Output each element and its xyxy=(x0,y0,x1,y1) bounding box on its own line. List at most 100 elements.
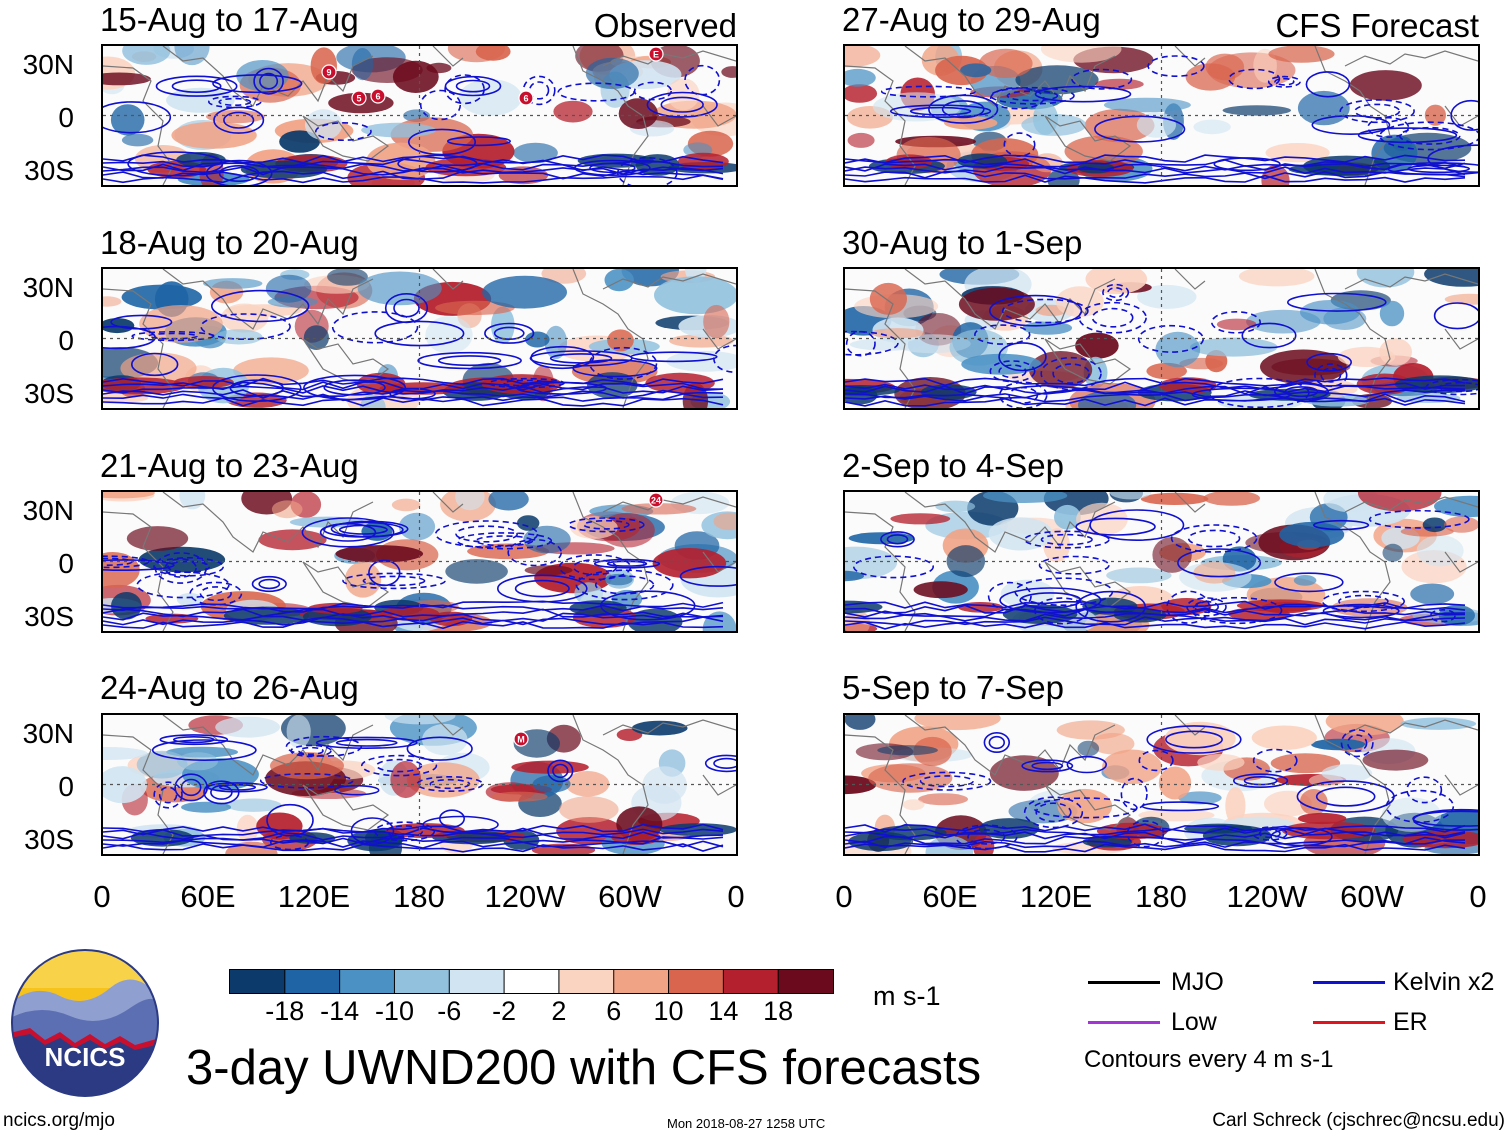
kelvin-contour xyxy=(999,587,1102,614)
kelvin-contour xyxy=(417,351,522,370)
kelvin-contour xyxy=(1296,780,1395,813)
kelvin-contour xyxy=(1306,352,1353,372)
wind-anomaly-blob xyxy=(1422,517,1447,533)
lon-label: 120W xyxy=(484,879,566,914)
kelvin-contour xyxy=(998,364,1027,379)
kelvin-contour xyxy=(1379,121,1478,151)
wind-anomaly-blob xyxy=(868,763,953,793)
kelvin-contour xyxy=(103,154,724,164)
legend-label-er: ER xyxy=(1393,1008,1428,1036)
kelvin-contour xyxy=(902,771,992,791)
kelvin-contour xyxy=(136,571,230,599)
wind-anomaly-blob xyxy=(435,300,515,316)
footer-website: ncics.org/mjo xyxy=(3,1110,115,1131)
kelvin-contour xyxy=(845,604,1466,614)
wind-anomaly-blob xyxy=(1251,725,1317,750)
kelvin-contour xyxy=(646,91,718,118)
wind-anomaly-blob xyxy=(308,602,363,614)
kelvin-contour xyxy=(1274,572,1344,593)
kelvin-contour xyxy=(845,600,1466,610)
kelvin-contour xyxy=(103,616,724,626)
wind-anomaly-blob xyxy=(177,752,218,771)
footer-timestamp: Mon 2018-08-27 1258 UTC xyxy=(667,1116,826,1131)
kelvin-contour xyxy=(845,843,1466,853)
kelvin-contour xyxy=(446,136,511,147)
colorbar-swatch xyxy=(613,970,670,993)
wind-anomaly-blob xyxy=(488,492,529,511)
kelvin-contour xyxy=(103,101,172,134)
coastline xyxy=(702,774,736,796)
wind-anomaly-blob xyxy=(869,282,907,315)
kelvin-contour xyxy=(1191,596,1283,625)
lon-label: 120E xyxy=(1019,879,1093,914)
kelvin-contour xyxy=(989,360,1036,383)
kelvin-contour xyxy=(1019,592,1082,609)
wind-anomaly-blob xyxy=(1203,492,1260,506)
kelvin-contour xyxy=(660,96,704,113)
kelvin-contour xyxy=(335,738,398,747)
storm-marker-label: 5 xyxy=(356,94,361,104)
kelvin-contour xyxy=(103,381,724,391)
lon-label: 60W xyxy=(1340,879,1404,914)
kelvin-contour xyxy=(1340,729,1374,758)
kelvin-contour xyxy=(845,162,1466,172)
wind-anomaly-blob xyxy=(890,513,951,525)
storm-marker: 9 xyxy=(321,64,337,80)
legend-label-low: Low xyxy=(1171,1008,1217,1036)
kelvin-contour xyxy=(1021,759,1074,773)
wind-anomaly-blob xyxy=(961,353,1042,375)
wind-anomaly-blob xyxy=(1158,377,1217,394)
kelvin-contour xyxy=(1102,283,1130,302)
coastline xyxy=(1174,46,1206,67)
kelvin-contour xyxy=(437,355,502,367)
wind-anomaly-blob xyxy=(958,287,1035,321)
kelvin-contour xyxy=(131,330,215,342)
kelvin-contour xyxy=(1347,734,1368,752)
kelvin-contour xyxy=(1001,298,1089,324)
panel-title: 24-Aug to 26-Aug xyxy=(100,669,359,706)
coastline xyxy=(1314,715,1391,854)
map-fc-2 xyxy=(843,267,1480,410)
footer-author: Carl Schreck (cjschrec@ncsu.edu) xyxy=(1212,1110,1505,1131)
kelvin-contour xyxy=(1233,773,1289,788)
wind-anomaly-blob xyxy=(1279,521,1345,548)
wind-anomaly-blob xyxy=(1264,790,1312,817)
lat-label: 30N xyxy=(22,49,74,80)
wind-anomaly-blob xyxy=(1064,135,1143,168)
wind-anomaly-blob xyxy=(203,278,263,289)
wind-anomaly-blob xyxy=(1300,300,1360,325)
kelvin-contour xyxy=(845,616,1466,626)
wind-anomaly-blob xyxy=(988,517,1053,551)
wind-anomaly-blob xyxy=(225,798,282,812)
wind-anomaly-blob xyxy=(1054,504,1081,530)
coastline xyxy=(845,734,916,854)
lat-label: 0 xyxy=(58,325,74,356)
kelvin-contour xyxy=(1357,127,1458,144)
colorbar-tick-label: -14 xyxy=(320,996,360,1026)
kelvin-contour xyxy=(845,393,1466,403)
kelvin-contour xyxy=(1033,797,1138,819)
wind-anomaly-blob xyxy=(475,46,511,61)
wind-anomaly-blob xyxy=(524,565,573,576)
kelvin-contour xyxy=(989,87,1045,110)
colorbar-swatch xyxy=(449,970,505,993)
wind-anomaly-blob xyxy=(171,121,257,149)
kelvin-contour xyxy=(1210,310,1261,334)
wind-anomaly-blob xyxy=(482,275,567,309)
wind-anomaly-blob xyxy=(1152,536,1192,573)
lat-label: 30S xyxy=(24,378,74,409)
lon-label: 180 xyxy=(1135,879,1187,914)
logo-text: NCICS xyxy=(44,1042,126,1072)
coastline xyxy=(1174,269,1206,290)
wind-anomaly-blob xyxy=(902,799,925,811)
kelvin-contour xyxy=(909,106,972,116)
wind-anomaly-blob xyxy=(384,715,456,725)
kelvin-contour xyxy=(1146,725,1242,754)
wind-anomaly-blob xyxy=(1416,535,1464,567)
kelvin-contour xyxy=(1040,356,1102,391)
coastline xyxy=(162,269,374,330)
wind-anomaly-blob xyxy=(913,581,968,599)
kelvin-contour xyxy=(103,843,724,853)
kelvin-contour xyxy=(880,85,976,98)
kelvin-contour xyxy=(361,754,438,777)
